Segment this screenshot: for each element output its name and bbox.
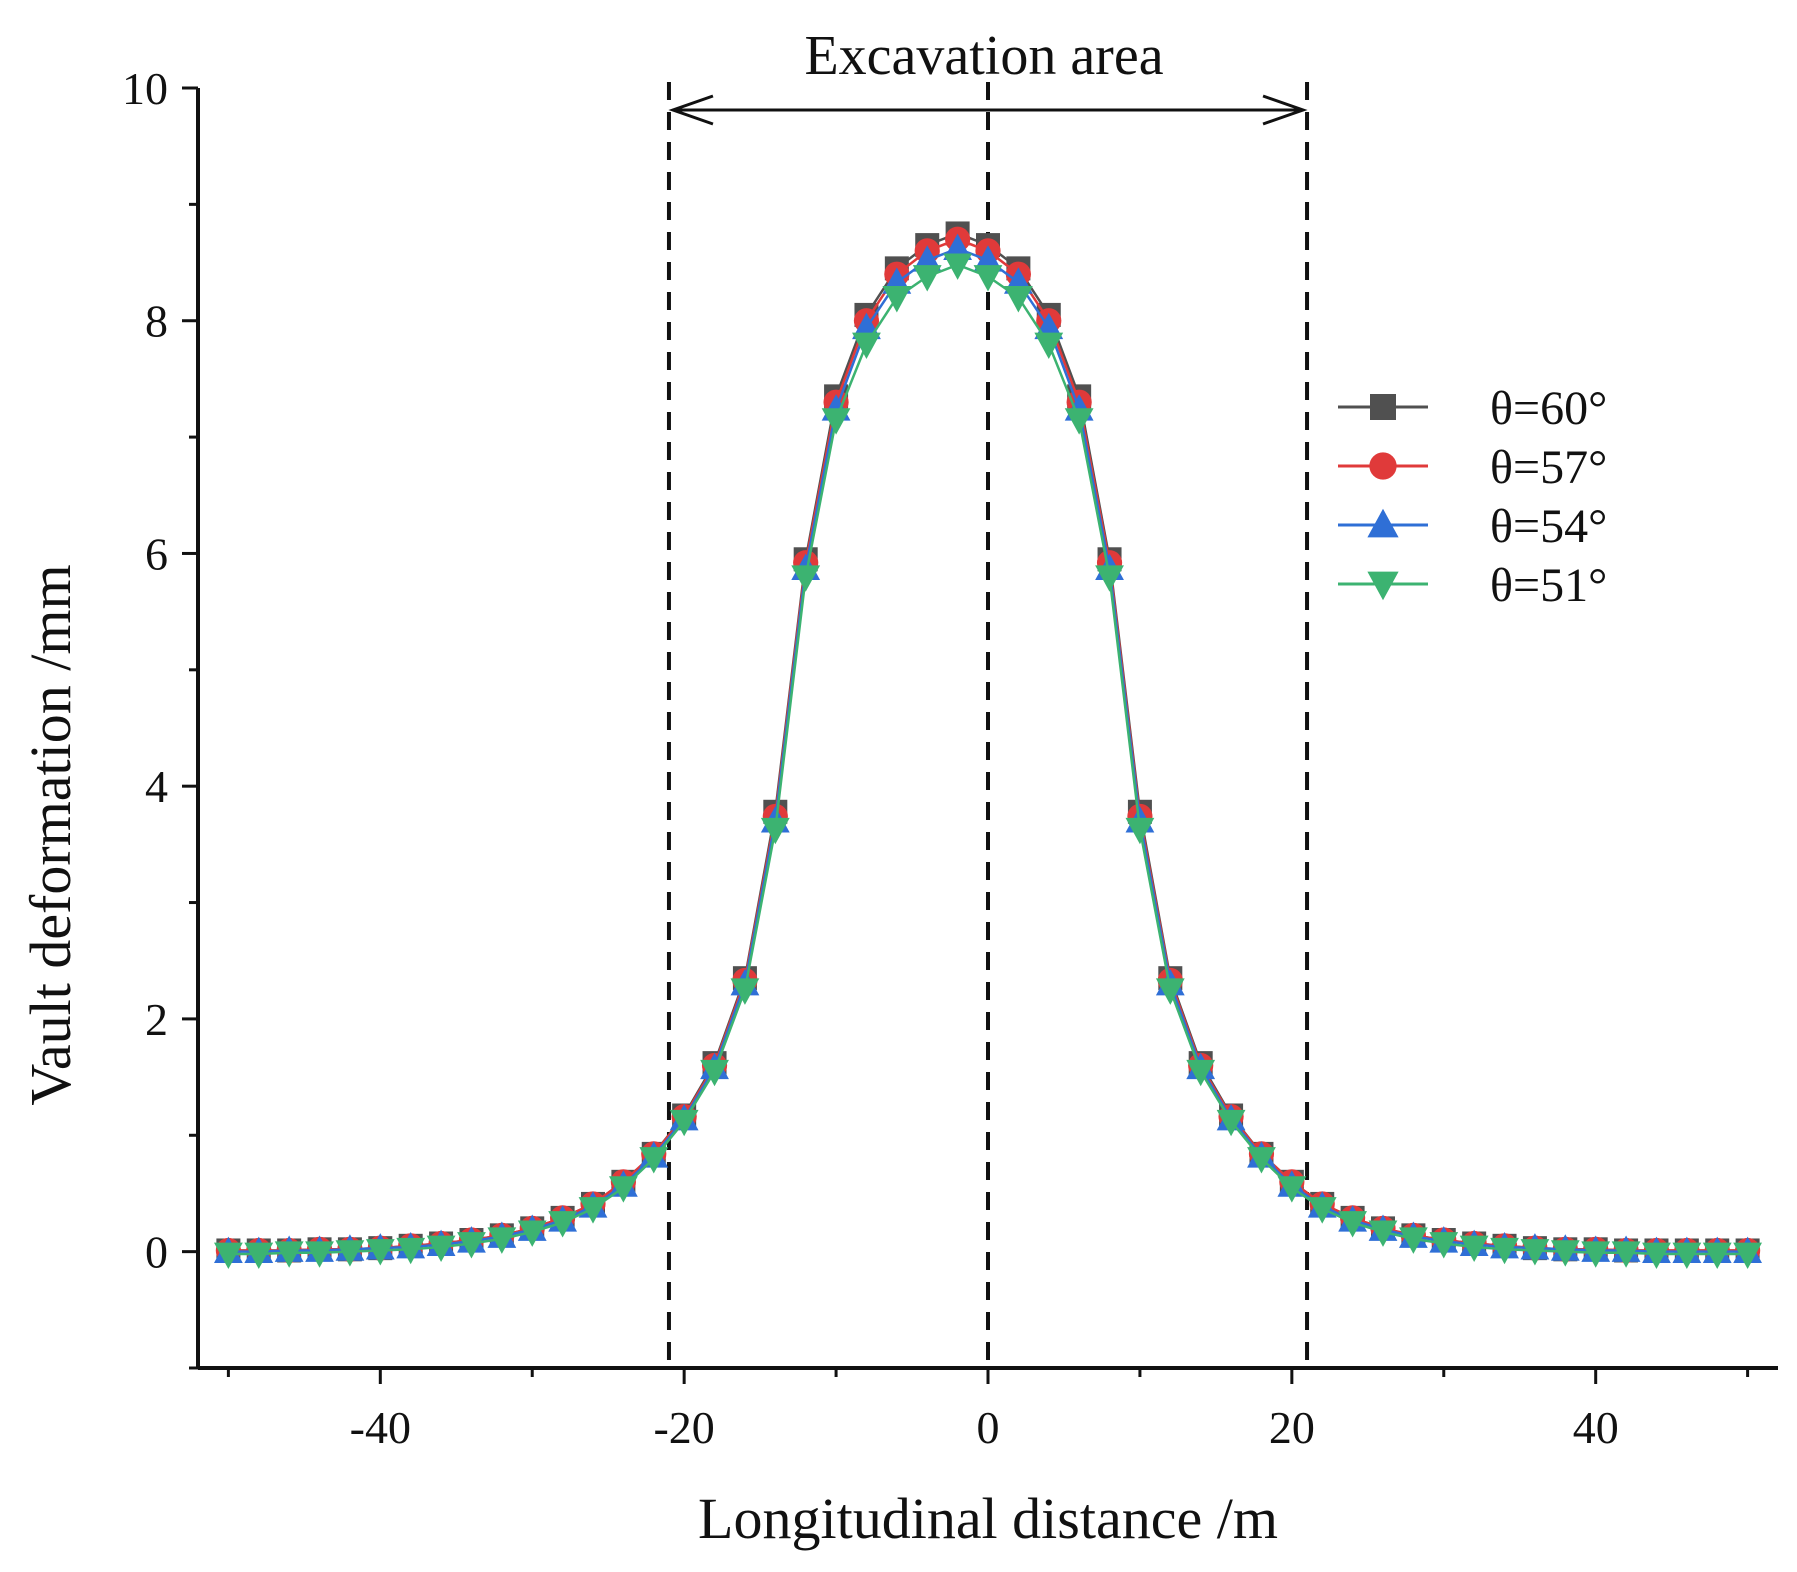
data-point	[1733, 1242, 1763, 1269]
data-point	[791, 565, 821, 592]
data-point	[882, 286, 912, 313]
legend-item: θ=54°	[1338, 500, 1607, 553]
data-point	[973, 265, 1003, 292]
x-axis-title: Longitudinal distance /m	[698, 1486, 1278, 1551]
data-point	[700, 1059, 729, 1087]
data-point	[1186, 1059, 1216, 1087]
data-point	[244, 1242, 274, 1269]
data-point	[396, 1237, 426, 1265]
x-tick-label: -20	[653, 1402, 714, 1453]
data-point	[1155, 978, 1185, 1005]
data-point	[1247, 1147, 1276, 1174]
data-point	[213, 1242, 243, 1269]
x-tick-label: -40	[350, 1402, 411, 1453]
data-point	[487, 1227, 517, 1254]
data-point	[852, 332, 881, 359]
data-point	[943, 253, 973, 280]
y-axis-title: Vault deformation /mm	[18, 564, 83, 1105]
legend-item: θ=57°	[1338, 441, 1607, 494]
data-point	[1277, 1176, 1307, 1203]
data-point	[639, 1147, 669, 1174]
data-point	[548, 1211, 578, 1238]
x-tick-label: 40	[1573, 1402, 1619, 1453]
data-point	[1520, 1239, 1550, 1266]
data-point	[1003, 286, 1033, 313]
plot-series	[213, 221, 1763, 1269]
data-point	[1490, 1237, 1519, 1265]
data-point	[1338, 1211, 1368, 1238]
data-point	[1611, 1241, 1641, 1268]
data-point	[517, 1220, 547, 1247]
data-point	[1672, 1242, 1702, 1269]
data-point	[730, 978, 760, 1005]
data-point	[1702, 1242, 1732, 1269]
data-point	[821, 408, 851, 435]
data-point	[1216, 1109, 1246, 1137]
data-point	[335, 1240, 365, 1267]
y-tick-label: 6	[145, 528, 168, 579]
x-tick-label: 0	[977, 1402, 1000, 1453]
data-point	[1398, 1227, 1428, 1254]
legend-marker	[1369, 452, 1397, 480]
legend-label: θ=60°	[1490, 382, 1607, 435]
excavation-area-label: Excavation area	[804, 25, 1163, 87]
data-point	[912, 265, 942, 292]
x-tick-labels: -40 -20 0 20 40	[350, 1402, 1619, 1453]
data-point	[1459, 1235, 1489, 1262]
y-tick-label: 2	[145, 994, 168, 1045]
data-point	[1429, 1232, 1459, 1259]
y-tick-label: 0	[145, 1227, 168, 1278]
data-point	[1550, 1240, 1580, 1267]
data-point	[912, 245, 942, 272]
legend-label: θ=54°	[1490, 500, 1607, 553]
data-point	[973, 245, 1003, 272]
y-tick-label: 10	[122, 63, 168, 114]
legend-marker	[1367, 508, 1399, 538]
data-point	[1064, 408, 1094, 435]
data-point	[1034, 332, 1064, 359]
legend-marker	[1370, 394, 1396, 420]
right-arrowhead	[1262, 94, 1308, 126]
data-point	[1642, 1242, 1671, 1269]
data-point	[1581, 1241, 1611, 1268]
data-point	[457, 1232, 486, 1259]
legend-item: θ=60°	[1338, 382, 1607, 435]
data-point	[274, 1241, 304, 1268]
dashed-lines	[666, 82, 1310, 1368]
legend-item: θ=51°	[1338, 559, 1607, 612]
legend-marker	[1367, 571, 1399, 601]
data-point	[1307, 1197, 1337, 1224]
y-tick-labels: 0 2 4 6 8 10	[122, 63, 168, 1278]
data-point	[426, 1235, 456, 1262]
legend: θ=60° θ=57° θ=54° θ=51°	[1338, 382, 1607, 612]
data-point	[760, 817, 790, 845]
axes	[182, 86, 1778, 1384]
data-point	[365, 1239, 395, 1266]
data-point	[669, 1109, 699, 1137]
data-point	[305, 1241, 334, 1268]
legend-label: θ=57°	[1490, 441, 1607, 494]
data-point	[1095, 565, 1124, 592]
data-point	[1125, 817, 1155, 845]
x-tick-label: 20	[1269, 1402, 1315, 1453]
legend-label: θ=51°	[1490, 559, 1607, 612]
y-tick-label: 8	[145, 296, 168, 347]
left-arrowhead	[668, 94, 714, 126]
data-point	[608, 1176, 638, 1203]
y-tick-label: 4	[145, 761, 168, 812]
data-point	[943, 233, 973, 260]
excavation-annotation: Excavation area	[668, 25, 1308, 126]
data-point	[1368, 1220, 1398, 1247]
data-point	[578, 1197, 608, 1224]
series-4	[213, 253, 1763, 1269]
